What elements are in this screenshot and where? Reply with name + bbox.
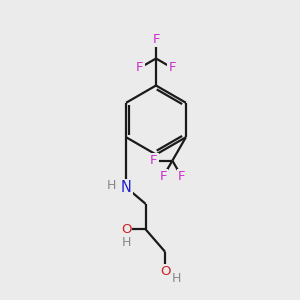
Text: H: H xyxy=(122,236,131,249)
Text: H: H xyxy=(106,179,116,192)
Text: N: N xyxy=(121,180,132,195)
Text: O: O xyxy=(121,223,131,236)
Text: F: F xyxy=(168,61,176,74)
Text: H: H xyxy=(172,272,181,285)
Text: F: F xyxy=(150,154,158,167)
Text: F: F xyxy=(136,61,144,74)
Text: F: F xyxy=(159,170,167,183)
Text: F: F xyxy=(178,170,185,183)
Text: O: O xyxy=(160,265,170,278)
Text: F: F xyxy=(152,33,160,46)
